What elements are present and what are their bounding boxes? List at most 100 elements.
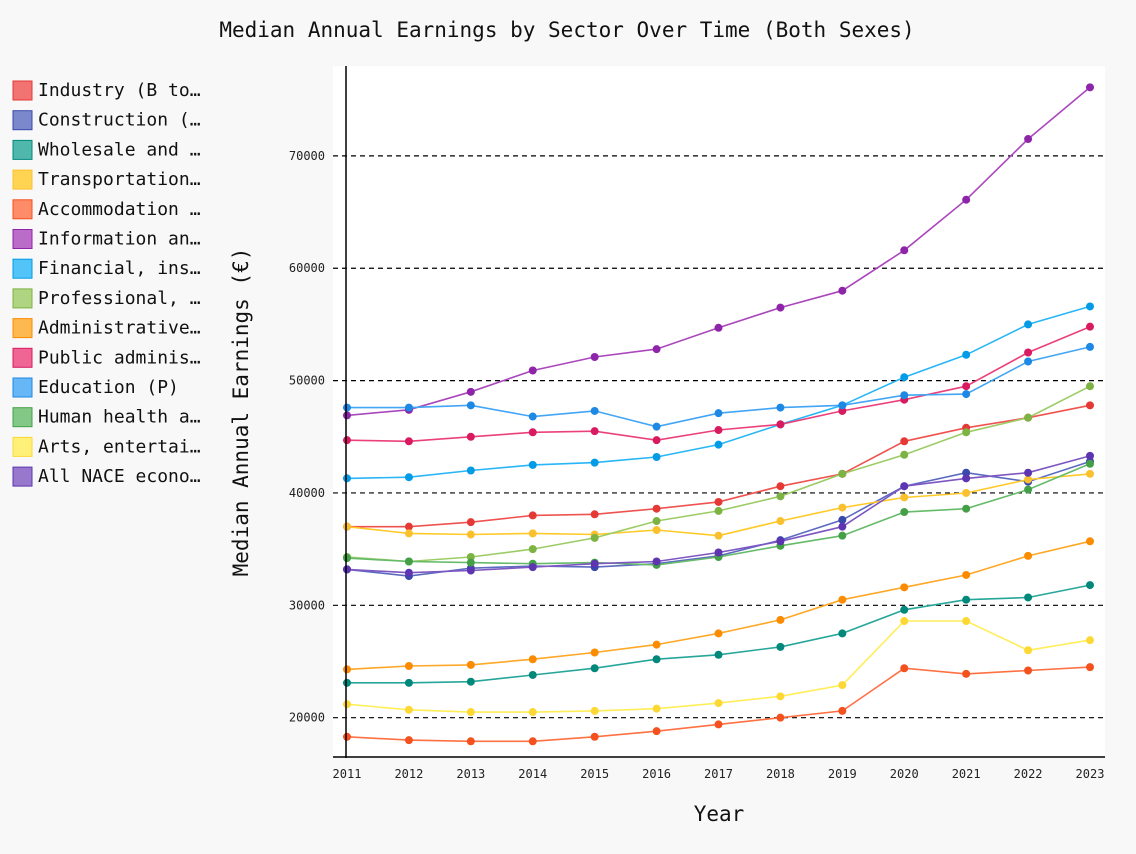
legend-label: Financial, ins… xyxy=(38,258,201,279)
x-tick-label: 2011 xyxy=(333,767,362,781)
data-point xyxy=(652,704,661,713)
data-point xyxy=(528,737,537,746)
data-point xyxy=(838,706,847,715)
data-point xyxy=(900,373,909,382)
data-point xyxy=(714,699,723,708)
data-point xyxy=(776,642,785,651)
data-point xyxy=(1086,459,1094,468)
data-point xyxy=(776,615,785,624)
data-point xyxy=(343,665,351,674)
data-point xyxy=(962,504,971,513)
data-point xyxy=(466,518,475,527)
legend-swatch xyxy=(12,288,33,309)
data-point xyxy=(404,522,413,531)
data-point xyxy=(1024,348,1033,357)
data-point xyxy=(466,660,475,669)
data-point xyxy=(900,391,909,400)
data-point xyxy=(343,403,351,412)
data-point xyxy=(343,565,351,574)
data-point xyxy=(528,545,537,554)
data-point xyxy=(900,450,909,459)
legend: Industry (B to… Construction (… Wholesale … xyxy=(12,80,201,487)
data-point xyxy=(838,401,847,410)
data-point xyxy=(1024,468,1033,477)
legend-swatch xyxy=(12,347,33,368)
data-point xyxy=(652,422,661,431)
data-point xyxy=(1086,469,1094,478)
data-point xyxy=(962,669,971,678)
legend-label: Construction (… xyxy=(38,110,201,131)
data-point xyxy=(590,458,599,467)
data-point xyxy=(776,303,785,312)
legend-label: Wholesale and … xyxy=(38,139,201,160)
data-point xyxy=(528,529,537,538)
data-point xyxy=(1024,413,1033,422)
data-point xyxy=(590,559,599,568)
data-point xyxy=(652,526,661,535)
data-point xyxy=(590,406,599,415)
data-point xyxy=(714,531,723,540)
data-point xyxy=(343,436,351,445)
legend-label: Information an… xyxy=(38,229,201,250)
data-point xyxy=(962,390,971,399)
data-point xyxy=(962,195,971,204)
legend-label: All NACE econo… xyxy=(38,466,201,487)
data-point xyxy=(776,537,785,546)
data-point xyxy=(776,492,785,501)
legend-swatch xyxy=(12,436,33,457)
legend-label: Transportation… xyxy=(38,169,201,190)
data-point xyxy=(590,664,599,673)
data-point xyxy=(776,713,785,722)
data-point xyxy=(466,553,475,562)
x-tick-labels: 2011 2012 2013 2014 2015 2016 2017 2018 2019 2020… xyxy=(333,767,1105,781)
y-axis-label: Median Annual Earnings (€) xyxy=(229,248,253,577)
x-axis-label: Year xyxy=(694,802,745,826)
data-point xyxy=(900,437,909,446)
data-point xyxy=(962,474,971,483)
data-point xyxy=(776,517,785,526)
data-point xyxy=(1086,663,1094,672)
y-tick-label: 50000 xyxy=(289,374,325,388)
legend-swatch xyxy=(12,199,33,220)
data-point xyxy=(652,345,661,354)
data-point xyxy=(776,403,785,412)
data-point xyxy=(343,554,351,563)
data-point xyxy=(652,517,661,526)
data-point xyxy=(962,595,971,604)
data-point xyxy=(838,522,847,531)
x-tick-label: 2019 xyxy=(828,767,857,781)
data-point xyxy=(962,382,971,391)
data-point xyxy=(714,720,723,729)
data-point xyxy=(528,366,537,375)
data-point xyxy=(590,533,599,542)
legend-label: Education (P) xyxy=(38,377,179,398)
data-point xyxy=(900,605,909,614)
x-tick-label: 2022 xyxy=(1014,767,1043,781)
data-point xyxy=(1024,135,1033,144)
data-point xyxy=(1024,475,1033,484)
data-point xyxy=(900,482,909,491)
legend-swatch xyxy=(12,318,33,339)
data-point xyxy=(714,409,723,418)
x-tick-label: 2015 xyxy=(580,767,609,781)
data-point xyxy=(466,558,475,567)
data-point xyxy=(776,482,785,491)
data-point xyxy=(528,428,537,437)
x-tick-label: 2018 xyxy=(766,767,795,781)
data-point xyxy=(900,493,909,502)
data-point xyxy=(900,664,909,673)
legend-swatch xyxy=(12,377,33,398)
data-point xyxy=(528,511,537,520)
data-point xyxy=(1086,581,1094,590)
data-point xyxy=(838,681,847,690)
data-point xyxy=(714,497,723,506)
legend-label: Administrative… xyxy=(38,318,201,339)
data-point xyxy=(466,708,475,717)
data-point xyxy=(652,436,661,445)
data-point xyxy=(466,566,475,575)
data-point xyxy=(900,508,909,517)
data-point xyxy=(776,420,785,429)
data-point xyxy=(1086,537,1094,546)
